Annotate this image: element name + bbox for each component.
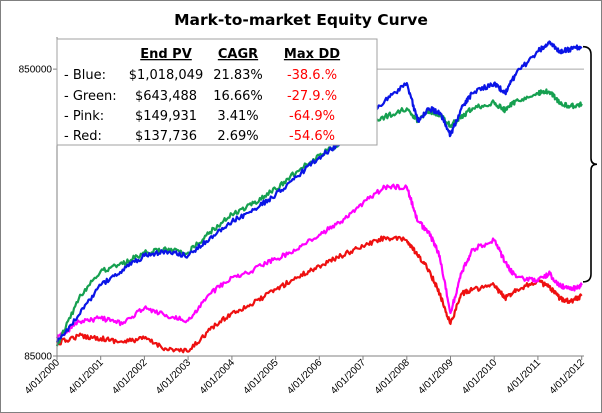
x-tick-label: 4/01/2009	[416, 357, 456, 397]
x-tick-label: 4/01/2002	[110, 357, 150, 397]
legend-row-pv: $1,018,049	[129, 68, 203, 83]
legend-row-cagr: 3.41%	[217, 109, 258, 124]
legend-row-cagr: 16.66%	[213, 89, 263, 104]
x-tick-label: 4/01/2008	[373, 357, 413, 397]
bracket-annotation	[582, 45, 598, 283]
x-tick-label: 4/01/2000	[23, 357, 63, 397]
legend-row-pv: $643,488	[135, 89, 197, 104]
legend-table: End PV CAGR Max DD - Blue: $1,018,049 21…	[56, 38, 378, 146]
x-tick-label: 4/01/2001	[67, 357, 107, 397]
legend-row-cagr: 21.83%	[213, 68, 263, 83]
x-tick-label: 4/01/2010	[460, 357, 500, 397]
legend-row-name: - Pink:	[64, 109, 104, 124]
legend-header-cagr: CAGR	[218, 47, 258, 62]
legend-row-pv: $137,736	[135, 129, 197, 144]
series-line-red	[56, 235, 583, 354]
legend-row-dd: -64.9%	[289, 109, 335, 124]
x-tick-label: 4/01/2007	[329, 357, 369, 397]
series-line-pink	[55, 183, 583, 339]
bracket-path	[582, 45, 598, 283]
legend-row-pv: $149,931	[135, 109, 197, 124]
legend-row-dd: -54.6%	[289, 129, 335, 144]
series-layer	[55, 40, 583, 354]
x-tick-label: 4/01/2011	[504, 357, 543, 396]
x-tick-label: 4/01/2003	[154, 357, 194, 397]
legend-row-cagr: 2.69%	[217, 129, 258, 144]
legend-row-name: - Green:	[64, 89, 117, 104]
legend-row-name: - Blue:	[64, 68, 106, 83]
legend-row-name: - Red:	[64, 129, 102, 144]
x-tick-label: 4/01/2004	[198, 357, 238, 397]
legend-header-end-pv: End PV	[140, 47, 192, 62]
y-tick-label: 850000	[19, 65, 53, 76]
legend-row-dd: -27.9.%	[287, 89, 337, 104]
x-tick-label: 4/01/2012	[548, 357, 588, 397]
legend-header-max-dd: Max DD	[284, 47, 340, 62]
x-tick-label: 4/01/2005	[241, 357, 281, 397]
series-line-green	[55, 88, 583, 347]
legend-background	[56, 38, 378, 146]
y-tick-label: 85000	[24, 352, 52, 363]
x-tick-label: 4/01/2006	[285, 357, 325, 397]
series-line-blue	[55, 40, 583, 343]
chart-title: Mark-to-market Equity Curve	[174, 11, 428, 29]
legend-row-dd: -38.6.%	[287, 68, 337, 83]
